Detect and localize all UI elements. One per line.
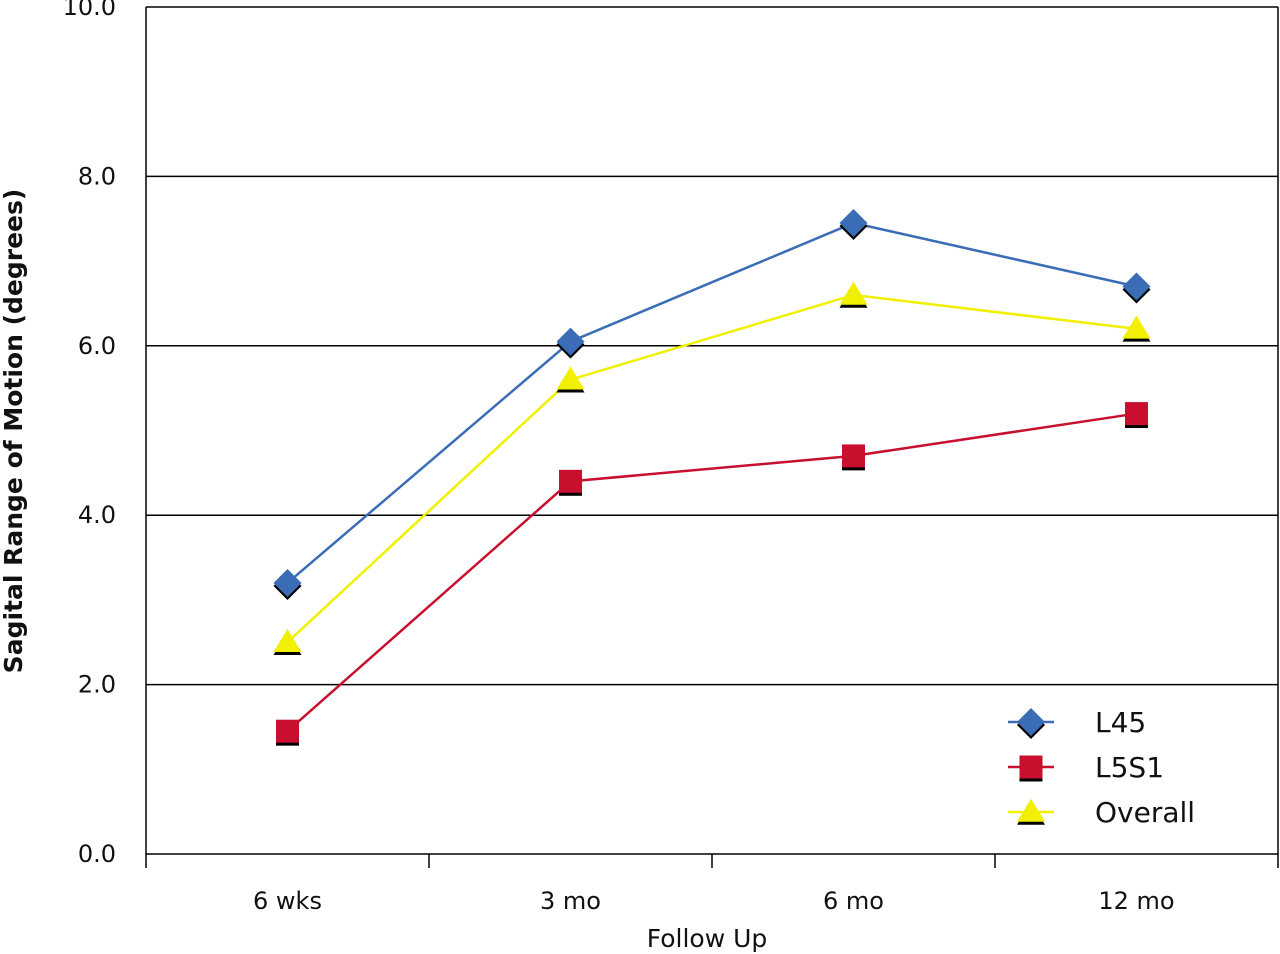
data-point	[839, 281, 868, 308]
x-axis-title: Follow Up	[647, 924, 768, 953]
legend-label: L45	[1095, 706, 1146, 739]
x-tick-labels: 6 wks 3 mo 6 mo 12 mo	[253, 887, 1175, 915]
series-l5s1	[276, 402, 1148, 746]
y-tick-label: 4.0	[78, 501, 116, 529]
data-point	[273, 568, 302, 600]
legend-marker	[1017, 798, 1045, 825]
y-tick-label: 8.0	[78, 162, 116, 190]
y-tick-label: 2.0	[78, 671, 116, 699]
legend: L45 L5S1 Overall	[1008, 706, 1195, 829]
legend-item-overall: Overall	[1008, 796, 1195, 829]
grid-lines	[146, 6, 1278, 686]
series-group	[273, 208, 1151, 746]
series-line	[286, 221, 1137, 584]
y-tick-label: 6.0	[78, 332, 116, 360]
series-line	[286, 412, 1137, 733]
x-tick-label: 3 mo	[540, 887, 601, 915]
series-l45	[273, 208, 1151, 600]
legend-item-l5s1: L5S1	[1008, 751, 1164, 784]
x-tick-label: 6 wks	[253, 887, 322, 915]
y-tick-label: 0.0	[78, 840, 116, 868]
legend-label: Overall	[1095, 796, 1195, 829]
y-axis-title: Sagital Range of Motion (degrees)	[0, 189, 28, 674]
data-point	[842, 444, 865, 471]
data-point	[1125, 402, 1148, 429]
data-point	[1122, 272, 1151, 304]
legend-marker	[1017, 708, 1045, 739]
y-tick-labels: 0.0 2.0 4.0 6.0 8.0 10.0	[63, 0, 116, 868]
data-point	[839, 208, 868, 240]
series-line	[286, 293, 1137, 644]
data-point	[1122, 315, 1151, 342]
data-point	[276, 719, 299, 746]
data-point	[273, 628, 302, 656]
x-tick-label: 6 mo	[823, 887, 884, 915]
legend-label: L5S1	[1095, 751, 1164, 784]
legend-marker	[1019, 755, 1043, 782]
data-point	[556, 327, 585, 359]
series-overall	[273, 281, 1151, 656]
x-tick-label: 12 mo	[1098, 887, 1174, 915]
data-point	[559, 469, 582, 496]
data-point	[556, 366, 585, 393]
legend-item-l45: L45	[1008, 706, 1146, 739]
axes	[145, 7, 1279, 868]
y-tick-label: 10.0	[63, 0, 116, 21]
